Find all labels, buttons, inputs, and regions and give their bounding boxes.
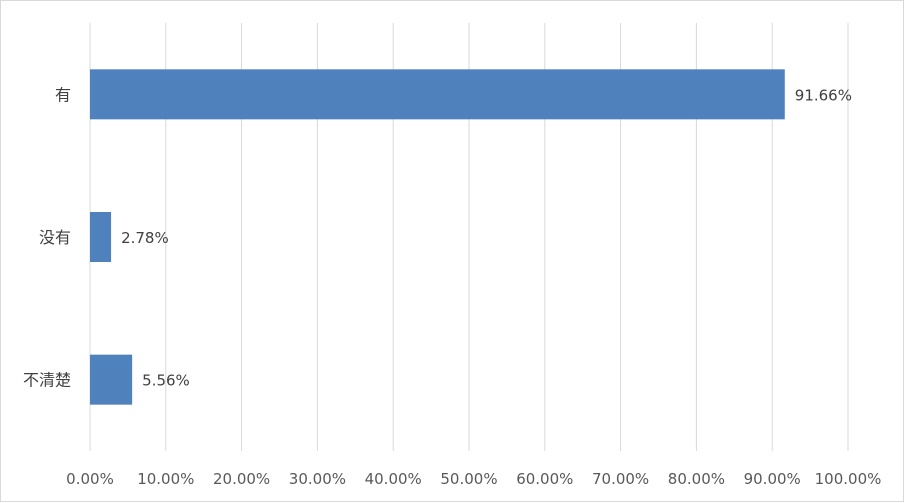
x-tick-label: 30.00% [289,470,346,488]
x-tick-label: 0.00% [66,470,114,488]
x-tick-label: 10.00% [137,470,194,488]
data-label: 91.66% [795,86,852,104]
bars [90,69,785,405]
x-tick-label: 60.00% [516,470,573,488]
bar [90,354,133,405]
x-tick-label: 70.00% [592,470,649,488]
x-tick-label: 90.00% [744,470,801,488]
data-label: 5.56% [142,372,190,390]
x-tick-label: 20.00% [213,470,270,488]
x-tick-label: 50.00% [440,470,497,488]
data-label: 2.78% [121,229,169,247]
x-tick-label: 100.00% [815,470,882,488]
x-tick-label: 40.00% [365,470,422,488]
category-label: 不清楚 [23,371,71,390]
bar [90,69,785,120]
labels: 0.00% 10.00% 20.00% 30.00% 40.00% 50.00% 60.00… [23,85,881,488]
bar [90,212,112,262]
category-label: 有 [55,85,71,104]
category-label: 没有 [39,228,71,247]
x-tick-label: 80.00% [668,470,725,488]
